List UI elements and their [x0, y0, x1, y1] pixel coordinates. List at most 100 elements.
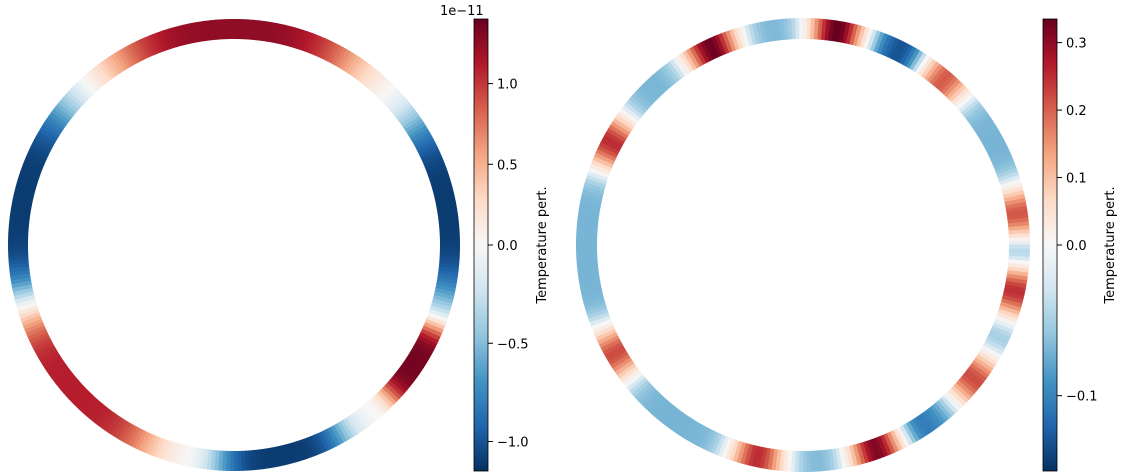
right-ring-segment	[576, 245, 598, 250]
left-ring-segment	[311, 434, 323, 455]
right-ring-segment	[921, 411, 937, 431]
right-ring-segment	[648, 395, 666, 415]
left-ring-segment	[290, 27, 301, 49]
left-ring-segment	[10, 209, 31, 217]
left-ring-segment	[339, 50, 354, 71]
left-ring-segment	[276, 23, 285, 45]
right-ring-segment	[583, 182, 605, 193]
right-ring-segment	[872, 31, 885, 53]
right-ring-segment	[813, 18, 819, 40]
right-ring-segment	[981, 344, 1002, 359]
left-ring-segment	[327, 43, 341, 64]
right-ring-segment	[633, 90, 653, 108]
left-ring-segment	[430, 301, 452, 312]
right-ring-segment	[606, 348, 627, 363]
left-ring-segment	[389, 96, 408, 113]
left-ring-segment	[426, 163, 447, 175]
left-ring-segment	[19, 308, 40, 320]
right-ring-segment	[932, 68, 949, 88]
right-ring-segment	[699, 40, 713, 62]
left-ring-segment	[27, 328, 48, 342]
left-ring-segment	[63, 380, 82, 397]
left-ring-segment	[104, 413, 120, 433]
left-ring-segment	[21, 315, 42, 327]
right-ring-segment	[870, 438, 882, 460]
right-ring-segment	[848, 23, 858, 46]
right-ring-segment	[634, 382, 653, 401]
right-ring-segment	[595, 149, 617, 162]
right-ring-segment	[938, 397, 956, 417]
left-ring-segment	[107, 415, 123, 435]
right-ring-segment	[984, 137, 1006, 152]
right-ring-segment	[729, 439, 740, 462]
left-ring-segment	[424, 159, 445, 172]
left-ring-segment	[269, 22, 278, 43]
right-ring-segment	[675, 54, 691, 75]
right-ring-segment	[686, 421, 701, 442]
left-ring-segment	[294, 440, 305, 462]
left-ring-segment	[428, 308, 450, 319]
left-ring-segment	[55, 102, 74, 119]
right-ring-segment	[644, 78, 663, 98]
left-ring-segment	[402, 114, 422, 130]
right-ring-segment	[645, 393, 663, 412]
left-ring-segment	[439, 255, 460, 261]
left-ring-segment	[290, 441, 301, 463]
left-ring-segment	[342, 53, 358, 73]
right-ring-segment	[866, 28, 877, 51]
right-ring-segment	[702, 39, 716, 61]
right-ring-segment	[828, 448, 836, 471]
left-ring-segment	[130, 41, 144, 62]
left-ring-segment	[266, 447, 274, 469]
right-ring-segment	[602, 341, 624, 356]
left-ring-segment	[360, 404, 377, 424]
right-ring-segment	[920, 58, 937, 79]
left-ring-segment	[15, 298, 37, 308]
left-ring-segment	[391, 374, 411, 391]
right-ring-segment	[929, 404, 947, 424]
right-ring-segment	[717, 33, 730, 55]
right-ring-segment	[1008, 255, 1030, 261]
right-ring-segment	[943, 392, 962, 412]
left-ring-segment	[30, 142, 51, 156]
left-ring-segment	[131, 428, 145, 449]
right-ring-segment	[1008, 240, 1030, 245]
left-ring-segment	[74, 390, 92, 408]
left-ring-segment	[437, 273, 458, 281]
left-ring-segment	[423, 321, 444, 334]
right-ring-segment	[794, 18, 800, 40]
right-ring-segment	[703, 430, 717, 451]
right-ring-segment	[744, 443, 754, 466]
left-ring-segment	[283, 25, 293, 47]
left-ring-segment	[412, 344, 432, 358]
right-ring-segment	[767, 448, 775, 470]
right-ring-segment	[996, 166, 1018, 178]
right-ring-segment	[890, 429, 904, 451]
right-ring-segment	[748, 444, 758, 467]
right-ring-segment	[993, 318, 1016, 331]
right-ring-segment	[580, 193, 603, 203]
left-ring-segment	[303, 32, 315, 53]
left-ring-segment	[345, 55, 361, 75]
left-ring-segment	[352, 411, 368, 431]
right-ring-segment	[883, 432, 896, 454]
right-ring-segment	[682, 50, 697, 71]
right-ring-segment	[969, 362, 990, 379]
left-ring-segment	[366, 71, 383, 90]
left-ring-segment	[357, 406, 374, 426]
right-ring-segment	[988, 331, 1009, 345]
right-ring-segment	[960, 374, 980, 391]
left-ring-segment	[420, 328, 441, 341]
left-ring-segment	[382, 385, 400, 402]
right-ring-segment	[766, 20, 775, 42]
right-ring-segment	[960, 98, 980, 116]
left-ring-segment	[320, 39, 334, 60]
left-ring-segment	[178, 24, 188, 46]
left-ring-segment	[368, 74, 386, 92]
right-ring-segment	[914, 54, 930, 75]
left-ring-segment	[346, 415, 361, 435]
right-ring-segment	[937, 73, 955, 92]
right-ring-segment	[1001, 297, 1023, 308]
left-ring-segment	[171, 26, 181, 48]
